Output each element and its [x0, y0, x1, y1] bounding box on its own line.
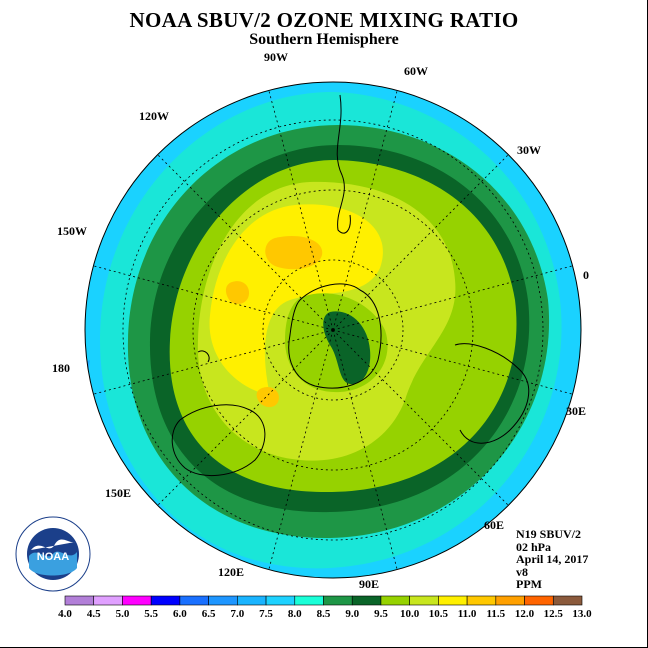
meridian-line: [93, 329, 334, 395]
color-scale-tick-label: 11.0: [457, 608, 477, 620]
info-satellite: N19 SBUV/2: [516, 527, 582, 541]
color-scale-swatch: [179, 595, 209, 606]
meridian-line: [332, 154, 509, 331]
color-scale-tick-label: 6.0: [173, 608, 187, 620]
color-scale-tick-label: 10.0: [400, 608, 420, 620]
latitude-circle-2: [192, 189, 474, 471]
lon-label-150e: 150E: [105, 486, 132, 500]
color-scale-tick-label: 4.0: [58, 608, 72, 620]
color-scale-tick-label: 13.0: [572, 608, 592, 620]
meridian-line: [332, 329, 398, 570]
lon-label-150w: 150W: [57, 224, 87, 238]
info-version: v8: [516, 564, 528, 579]
color-scale-tick-label: 12.0: [514, 608, 535, 620]
coast-africa: [454, 343, 530, 444]
meridian-line: [332, 90, 398, 331]
latitude-circle-1: [262, 259, 404, 401]
color-scale-tick-label: 11.5: [486, 608, 506, 620]
map-boundary: [84, 81, 582, 579]
lon-label-30w: 30W: [517, 143, 541, 157]
color-scale-swatch: [122, 595, 152, 606]
lon-label-90e: 90E: [359, 577, 380, 591]
color-scale-tick-label: 10.5: [428, 608, 448, 620]
lon-label-0: 0: [583, 268, 589, 282]
coast-south-america: [336, 94, 351, 234]
lon-label-60e: 60E: [484, 518, 505, 532]
meridian-line: [157, 154, 334, 331]
color-scale-swatch: [351, 595, 382, 606]
color-scale-swatch: [438, 595, 468, 606]
color-scale-tick-label: 7.5: [259, 608, 273, 620]
meridian-line: [268, 90, 334, 331]
color-scale-tick-label: 9.5: [374, 608, 388, 620]
color-scale-tick-label: 7.0: [230, 608, 245, 620]
info-level: 02 hPa: [516, 539, 552, 554]
coast-new-zealand: [197, 350, 210, 363]
color-scale-swatch: [466, 595, 497, 606]
page-title: NOAA SBUV/2 OZONE MIXING RATIO: [129, 8, 519, 32]
color-scale-swatch: [237, 595, 267, 606]
band-105: [209, 204, 383, 395]
lon-label-30e: 30E: [566, 404, 587, 418]
meridian-line: [268, 329, 334, 570]
meridian-line: [332, 265, 573, 331]
band-11-b: [225, 281, 250, 304]
color-scale-swatch: [495, 595, 525, 606]
color-scale-tick-label: 5.0: [115, 608, 130, 620]
lon-label-120e: 120E: [218, 565, 245, 579]
info-units: PPM: [516, 577, 542, 592]
meridian-line: [157, 329, 334, 506]
coast-antarctica: [288, 283, 382, 389]
info-block: N19 SBUV/2 02 hPa April 14, 2017 v8 PPM: [516, 528, 588, 591]
meridian-line: [332, 329, 573, 395]
noaa-logo-text: NOAA: [37, 551, 69, 563]
color-scale-swatch: [409, 595, 439, 606]
color-scale-tick-label: 5.5: [144, 608, 159, 620]
lon-label-90w: 90W: [264, 50, 288, 64]
color-scale-swatch: [64, 595, 95, 606]
lon-label-120w: 120W: [139, 109, 169, 123]
band-9-core: [323, 311, 371, 385]
color-scale-tick-label: 4.5: [86, 608, 101, 620]
color-scale-swatch: [323, 595, 353, 606]
info-date: April 14, 2017: [516, 552, 589, 567]
coast-australia: [171, 404, 266, 477]
color-scale-tick-label: 12.5: [543, 608, 563, 620]
color-scale-swatch: [380, 595, 410, 606]
color-scale-swatch: [552, 595, 583, 606]
color-scale-swatch: [150, 595, 181, 606]
lon-label-180: 180: [52, 361, 70, 375]
color-scale-swatch: [208, 595, 238, 606]
noaa-logo: NOAA: [15, 516, 91, 597]
color-scale-tick-label: 8.0: [287, 608, 302, 620]
page-subtitle: Southern Hemisphere: [249, 31, 399, 48]
color-scale-swatch: [524, 595, 554, 606]
color-scale-swatch: [93, 595, 123, 606]
color-scale-tick-label: 9.0: [345, 608, 360, 620]
meridian-line: [332, 329, 509, 506]
color-scale-swatch: [265, 595, 296, 606]
meridian-line: [93, 265, 334, 331]
color-scale-tick-label: 8.5: [316, 608, 331, 620]
color-scale-bar: [64, 595, 583, 606]
band-11-c: [256, 386, 279, 408]
lon-label-60w: 60W: [404, 64, 428, 78]
color-scale-swatch: [294, 595, 324, 606]
color-scale-tick-label: 6.5: [201, 608, 216, 620]
band-11-a: [265, 235, 323, 270]
latitude-circle-3: [122, 119, 544, 541]
